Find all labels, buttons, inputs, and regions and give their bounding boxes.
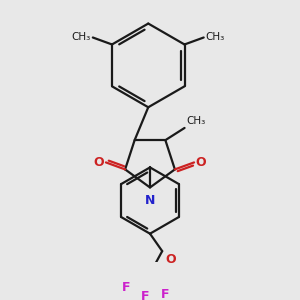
Text: O: O — [166, 253, 176, 266]
Text: F: F — [161, 288, 170, 300]
Text: CH₃: CH₃ — [186, 116, 206, 126]
Text: CH₃: CH₃ — [72, 32, 91, 43]
Text: F: F — [122, 281, 130, 294]
Text: CH₃: CH₃ — [206, 32, 225, 43]
Text: O: O — [196, 156, 206, 169]
Text: O: O — [94, 156, 104, 169]
Text: F: F — [140, 290, 149, 300]
Text: N: N — [145, 194, 155, 207]
